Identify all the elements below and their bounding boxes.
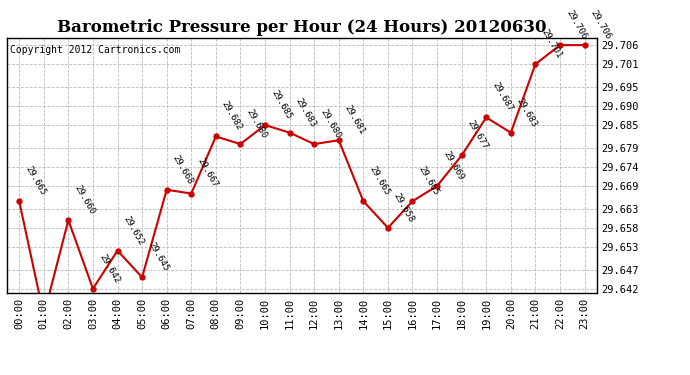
- Text: 29.706: 29.706: [564, 9, 588, 41]
- Text: 29.668: 29.668: [171, 153, 195, 186]
- Text: 29.701: 29.701: [540, 27, 564, 60]
- Text: 29.681: 29.681: [343, 104, 367, 136]
- Title: Barometric Pressure per Hour (24 Hours) 20120630: Barometric Pressure per Hour (24 Hours) …: [57, 19, 546, 36]
- Text: 29.706: 29.706: [589, 9, 613, 41]
- Text: 29.677: 29.677: [466, 119, 490, 152]
- Text: 29.685: 29.685: [269, 88, 293, 121]
- Text: 29.665: 29.665: [23, 165, 48, 197]
- Text: 29.680: 29.680: [244, 108, 268, 140]
- Text: 29.680: 29.680: [318, 108, 342, 140]
- Text: 29.687: 29.687: [491, 81, 514, 113]
- Text: Copyright 2012 Cartronics.com: Copyright 2012 Cartronics.com: [10, 45, 180, 55]
- Text: 29.669: 29.669: [441, 149, 465, 182]
- Text: 29.665: 29.665: [368, 165, 391, 197]
- Text: 29.683: 29.683: [515, 96, 539, 129]
- Text: 29.683: 29.683: [294, 96, 317, 129]
- Text: 29.635: 29.635: [0, 374, 1, 375]
- Text: 29.665: 29.665: [417, 165, 441, 197]
- Text: 29.642: 29.642: [97, 252, 121, 285]
- Text: 29.658: 29.658: [392, 191, 416, 224]
- Text: 29.652: 29.652: [121, 214, 146, 246]
- Text: 29.645: 29.645: [146, 241, 170, 273]
- Text: 29.667: 29.667: [195, 157, 219, 189]
- Text: 29.682: 29.682: [220, 100, 244, 132]
- Text: 29.660: 29.660: [72, 184, 97, 216]
